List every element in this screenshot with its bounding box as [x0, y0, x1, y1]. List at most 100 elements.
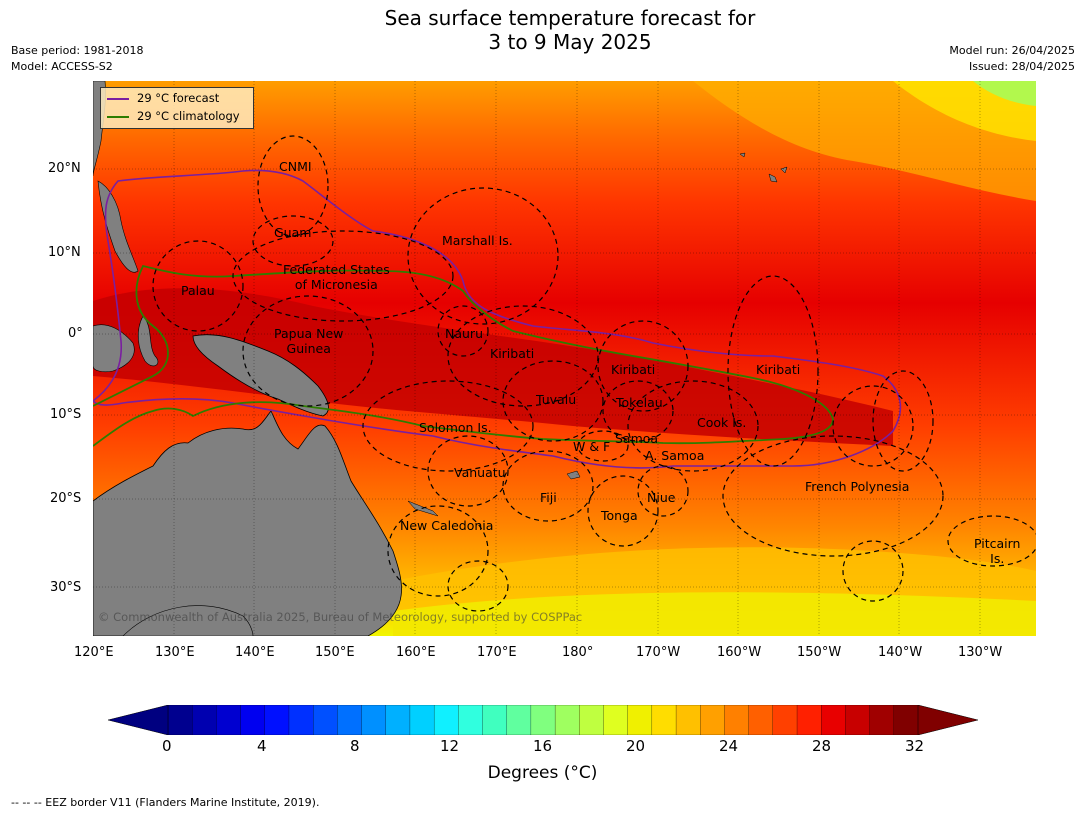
- colorbar-cell: [264, 705, 290, 735]
- label-american-samoa: A. Samoa: [645, 448, 705, 463]
- colorbar-cell: [337, 705, 363, 735]
- colorbar-cell: [675, 705, 701, 735]
- colorbar-tick-20: 20: [626, 737, 646, 755]
- colorbar-tick-24: 24: [719, 737, 739, 755]
- label-niue: Niue: [647, 490, 676, 505]
- lon-label-130e: 130°E: [155, 645, 195, 660]
- colorbar-cell: [869, 705, 895, 735]
- base-period: Base period: 1981-2018: [11, 44, 144, 57]
- climatology-line-swatch: [107, 115, 129, 118]
- colorbar-tick-8: 8: [350, 737, 360, 755]
- lat-label-10s: 10°S: [50, 407, 82, 422]
- colorbar-title: Degrees (°C): [487, 763, 598, 783]
- issued-date: Issued: 28/04/2025: [968, 60, 1075, 73]
- legend-forecast: 29 °C forecast: [107, 90, 219, 106]
- lon-label-150w: 150°W: [797, 645, 842, 660]
- colorbar-cell: [627, 705, 653, 735]
- lat-label-30s: 30°S: [50, 580, 82, 595]
- colorbar-tick-12: 12: [440, 737, 460, 755]
- lat-label-10n: 10°N: [48, 245, 81, 260]
- colorbar-cell: [651, 705, 677, 735]
- colorbar-cell: [772, 705, 798, 735]
- label-new-caledonia: New Caledonia: [400, 518, 494, 533]
- colorbar-cell: [724, 705, 750, 735]
- australia-land: [93, 410, 402, 636]
- cool-zone-se-2: [393, 592, 1036, 636]
- label-vanuatu: Vanuatu: [454, 465, 506, 480]
- lon-label-130w: 130°W: [958, 645, 1003, 660]
- colorbar-cell: [603, 705, 629, 735]
- colorbar-cell: [482, 705, 508, 735]
- colorbar-under-arrow: [108, 705, 169, 735]
- colorbar-cell: [845, 705, 871, 735]
- colorbar-cell: [385, 705, 411, 735]
- label-palau: Palau: [181, 283, 215, 298]
- colorbar-over-arrow: [917, 705, 978, 735]
- lon-label-150e: 150°E: [315, 645, 355, 660]
- forecast-29c-contour: [93, 169, 902, 469]
- label-kiribati-west: Kiribati: [490, 346, 535, 361]
- colorbar-tick-32: 32: [905, 737, 925, 755]
- map-title: Sea surface temperature forecast for 3 t…: [0, 6, 1085, 54]
- lon-label-180: 180°: [562, 645, 594, 660]
- forecast-line-swatch: [107, 97, 129, 100]
- colorbar-cell: [192, 705, 218, 735]
- colorbar: [108, 705, 978, 735]
- legend-climatology-label: 29 °C climatology: [137, 109, 240, 123]
- label-french-polynesia: French Polynesia: [805, 479, 910, 494]
- colorbar-cells: [167, 705, 919, 735]
- lat-label-0: 0°: [68, 326, 83, 341]
- indonesia-land: [93, 324, 135, 373]
- title-line-2: 3 to 9 May 2025: [488, 30, 652, 54]
- label-tonga: Tonga: [601, 508, 638, 523]
- label-tokelau: Tokelau: [616, 395, 663, 410]
- southern-land: [122, 605, 254, 636]
- sulawesi-land: [137, 315, 159, 367]
- colorbar-cell: [821, 705, 847, 735]
- climatology-29c-contour: [93, 264, 834, 447]
- colorbar-cell: [288, 705, 314, 735]
- label-wallis-futuna: W & F: [573, 439, 611, 454]
- colorbar-cell: [893, 705, 919, 735]
- meta-right: Model run: 26/04/2025 Issued: 28/04/2025: [949, 43, 1075, 75]
- lon-label-170e: 170°E: [477, 645, 517, 660]
- eez-footnote: -- -- -- EEZ border V11 (Flanders Marine…: [11, 796, 320, 809]
- legend-climatology: 29 °C climatology: [107, 108, 240, 124]
- lon-label-160w: 160°W: [717, 645, 762, 660]
- fiji-island: [566, 470, 581, 480]
- label-fsm: Federated States of Micronesia: [283, 262, 390, 292]
- label-kiribati-central: Kiribati: [611, 362, 656, 377]
- colorbar-cell: [796, 705, 822, 735]
- model-name: Model: ACCESS-S2: [11, 60, 113, 73]
- new-guinea-land: [192, 334, 329, 417]
- label-tuvalu: Tuvalu: [536, 392, 577, 407]
- label-png: Papua New Guinea: [274, 326, 344, 356]
- lat-label-20s: 20°S: [50, 491, 82, 506]
- colorbar-tick-28: 28: [812, 737, 832, 755]
- hawaii-islands: [739, 152, 788, 183]
- colorbar-cell: [530, 705, 556, 735]
- lon-label-140w: 140°W: [878, 645, 923, 660]
- label-samoa: Samoa: [615, 431, 659, 446]
- graticule: [93, 81, 1036, 636]
- map-layers: [93, 81, 1036, 636]
- warm-pool-band: [93, 288, 893, 446]
- lon-label-160e: 160°E: [396, 645, 436, 660]
- label-nauru: Nauru: [445, 326, 483, 341]
- philippines-islands: [97, 180, 139, 273]
- label-fiji: Fiji: [540, 490, 557, 505]
- colorbar-cell: [506, 705, 532, 735]
- colorbar-tick-16: 16: [533, 737, 553, 755]
- lon-label-120e: 120°E: [74, 645, 114, 660]
- title-line-1: Sea surface temperature forecast for: [384, 6, 756, 30]
- meta-left: Base period: 1981-2018 Model: ACCESS-S2: [11, 43, 143, 75]
- lon-label-140e: 140°E: [235, 645, 275, 660]
- colorbar-cell: [216, 705, 242, 735]
- colorbar-tick-0: 0: [162, 737, 172, 755]
- model-run: Model run: 26/04/2025: [949, 44, 1075, 57]
- legend-forecast-label: 29 °C forecast: [137, 91, 220, 105]
- colorbar-cell: [433, 705, 459, 735]
- colorbar-cell: [361, 705, 387, 735]
- label-pitcairn: Pitcairn Is.: [974, 536, 1021, 566]
- label-marshall: Marshall Is.: [442, 233, 513, 248]
